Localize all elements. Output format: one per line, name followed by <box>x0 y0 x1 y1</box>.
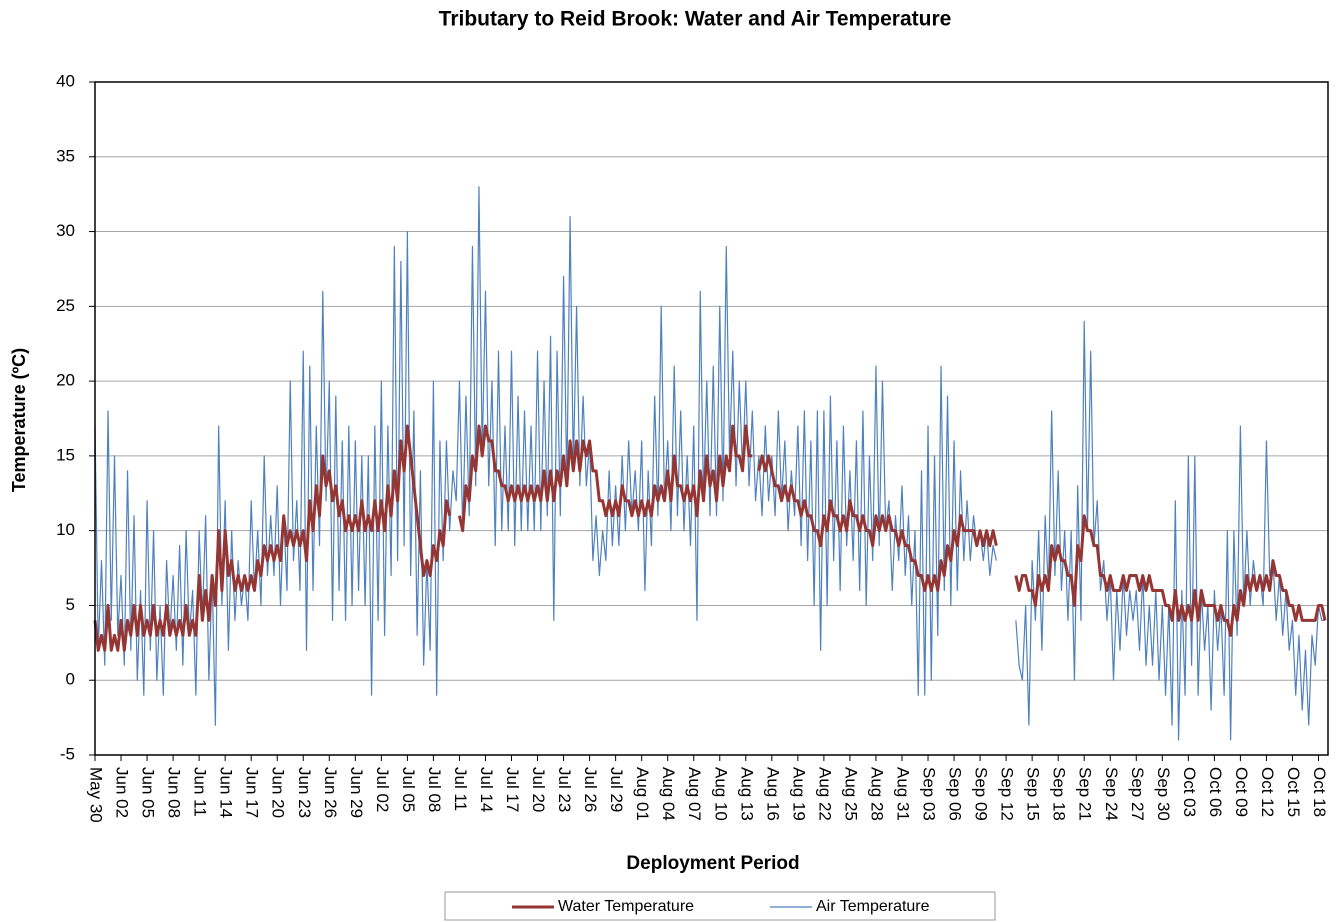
x-tick-label: Aug 13 <box>737 767 756 821</box>
x-tick-label: Aug 16 <box>763 767 782 821</box>
x-tick-label: Oct 09 <box>1232 767 1251 817</box>
series-line <box>93 424 1327 652</box>
x-tick-label: Jun 02 <box>113 767 132 818</box>
x-tick-label: Aug 28 <box>867 767 886 821</box>
y-tick-label: 0 <box>66 670 75 689</box>
x-tick-label: Oct 18 <box>1310 767 1329 817</box>
y-tick-label: 25 <box>56 296 75 315</box>
x-tick-label: Sep 09 <box>972 767 991 821</box>
x-tick-label: Jul 20 <box>529 767 548 812</box>
y-tick-label: 10 <box>56 520 75 539</box>
x-tick-label: Oct 03 <box>1180 767 1199 817</box>
x-tick-label: Aug 01 <box>633 767 652 821</box>
y-tick-label: 5 <box>66 595 75 614</box>
legend-label: Air Temperature <box>816 898 930 915</box>
x-tick-label: Jul 14 <box>477 767 496 812</box>
x-tick-label: Jul 08 <box>425 767 444 812</box>
x-tick-label: Sep 24 <box>1102 767 1121 821</box>
x-tick-label: Sep 03 <box>920 767 939 821</box>
x-tick-label: Aug 31 <box>893 767 912 821</box>
x-tick-label: Jul 05 <box>399 767 418 812</box>
x-axis-title: Deployment Period <box>626 853 799 874</box>
x-tick-label: Sep 21 <box>1076 767 1095 821</box>
chart-title: Tributary to Reid Brook: Water and Air T… <box>439 8 952 31</box>
y-tick-label: 30 <box>56 221 75 240</box>
y-tick-label: -5 <box>60 744 75 763</box>
x-tick-label: Jul 23 <box>555 767 574 812</box>
x-tick-label: Aug 10 <box>711 767 730 821</box>
x-tick-label: Sep 18 <box>1050 767 1069 821</box>
series-line <box>94 186 1325 741</box>
x-tick-label: Jul 26 <box>581 767 600 812</box>
x-tick-label: Aug 07 <box>685 767 704 821</box>
y-tick-label: 35 <box>56 146 75 165</box>
x-tick-label: Jun 23 <box>295 767 314 818</box>
x-tick-label: Jun 29 <box>347 767 366 818</box>
x-tick-label: Sep 06 <box>946 767 965 821</box>
x-tick-label: Sep 12 <box>998 767 1017 821</box>
x-tick-label: Jun 05 <box>139 767 158 818</box>
x-tick-label: Oct 12 <box>1258 767 1277 817</box>
x-tick-label: Jul 29 <box>607 767 626 812</box>
plot-border <box>94 81 1329 756</box>
x-tick-label: Jun 14 <box>217 767 236 818</box>
y-tick-label: 20 <box>56 371 75 390</box>
x-tick-label: Aug 25 <box>841 767 860 821</box>
x-tick-label: Jun 08 <box>165 767 184 818</box>
x-tick-label: Sep 15 <box>1024 767 1043 821</box>
x-tick-label: Jun 11 <box>191 767 210 817</box>
x-tick-label: Aug 19 <box>789 767 808 821</box>
x-tick-label: Jul 02 <box>373 767 392 812</box>
x-tick-label: Sep 30 <box>1154 767 1173 821</box>
x-tick-label: Aug 22 <box>815 767 834 821</box>
y-axis-title: Temperature (ºC) <box>9 348 29 492</box>
x-tick-label: Jun 17 <box>243 767 262 818</box>
x-tick-label: Oct 06 <box>1206 767 1225 817</box>
x-tick-label: Aug 04 <box>659 767 678 821</box>
x-tick-label: Jul 11 <box>451 767 470 811</box>
y-tick-label: 40 <box>56 71 75 90</box>
x-tick-label: Jun 26 <box>321 767 340 818</box>
x-tick-label: Jul 17 <box>503 767 522 812</box>
legend-label: Water Temperature <box>558 898 694 915</box>
x-tick-label: Jun 20 <box>269 767 288 818</box>
x-tick-label: May 30 <box>87 767 106 823</box>
y-tick-label: 15 <box>56 445 75 464</box>
x-tick-label: Sep 27 <box>1128 767 1147 821</box>
x-tick-label: Oct 15 <box>1284 767 1303 817</box>
